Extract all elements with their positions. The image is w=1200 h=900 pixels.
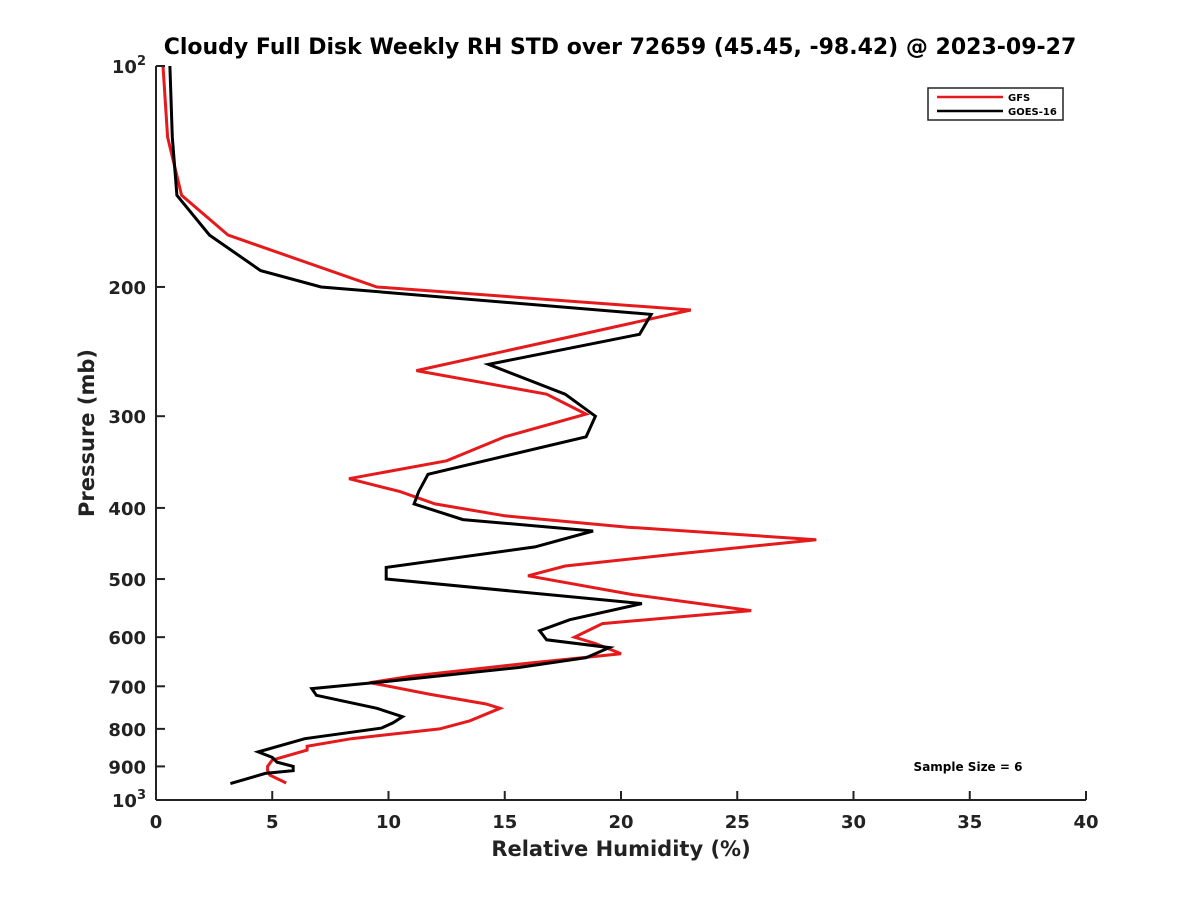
y-tick-label: 102: [112, 54, 146, 78]
plot-background: [156, 66, 1086, 800]
x-tick-label: 0: [150, 812, 163, 833]
x-axis-ticks: 0 5 10 15 20 25 30 35 40: [150, 791, 1099, 833]
y-tick-label: 300: [108, 407, 146, 428]
chart-title: Cloudy Full Disk Weekly RH STD over 7265…: [164, 35, 1077, 60]
legend-label-gfs: GFS: [1008, 93, 1030, 104]
sample-size-annotation: Sample Size = 6: [914, 760, 1023, 774]
series-line-gfs: [161, 65, 817, 785]
series-layer: [161, 65, 817, 786]
x-tick-label: 10: [376, 812, 401, 833]
y-tick-label: 700: [108, 677, 146, 698]
y-tick-label: 600: [108, 628, 146, 649]
y-axis-ticks: 102 200 300 400 500 600 700 800 900 103: [108, 54, 165, 812]
y-tick-label: 900: [108, 757, 146, 778]
legend: GFS GOES-16: [927, 87, 1064, 121]
x-tick-label: 30: [841, 812, 866, 833]
y-tick-label: 500: [108, 570, 146, 591]
x-tick-label: 35: [957, 812, 982, 833]
x-tick-label: 15: [492, 812, 517, 833]
y-axis-label: Pressure (mb): [75, 349, 99, 517]
x-tick-label: 5: [266, 812, 279, 833]
series-line-goes16: [168, 65, 654, 786]
y-tick-label: 800: [108, 720, 146, 741]
y-tick-label: 200: [108, 278, 146, 299]
plot-area: [155, 65, 1086, 801]
x-tick-label: 25: [725, 812, 750, 833]
legend-label-goes16: GOES-16: [1008, 107, 1057, 118]
x-tick-label: 20: [608, 812, 633, 833]
y-tick-label: 400: [108, 499, 146, 520]
y-tick-label: 103: [112, 788, 146, 812]
x-tick-label: 40: [1073, 812, 1098, 833]
x-axis-label: Relative Humidity (%): [491, 837, 750, 861]
legend-box: [927, 87, 1064, 121]
